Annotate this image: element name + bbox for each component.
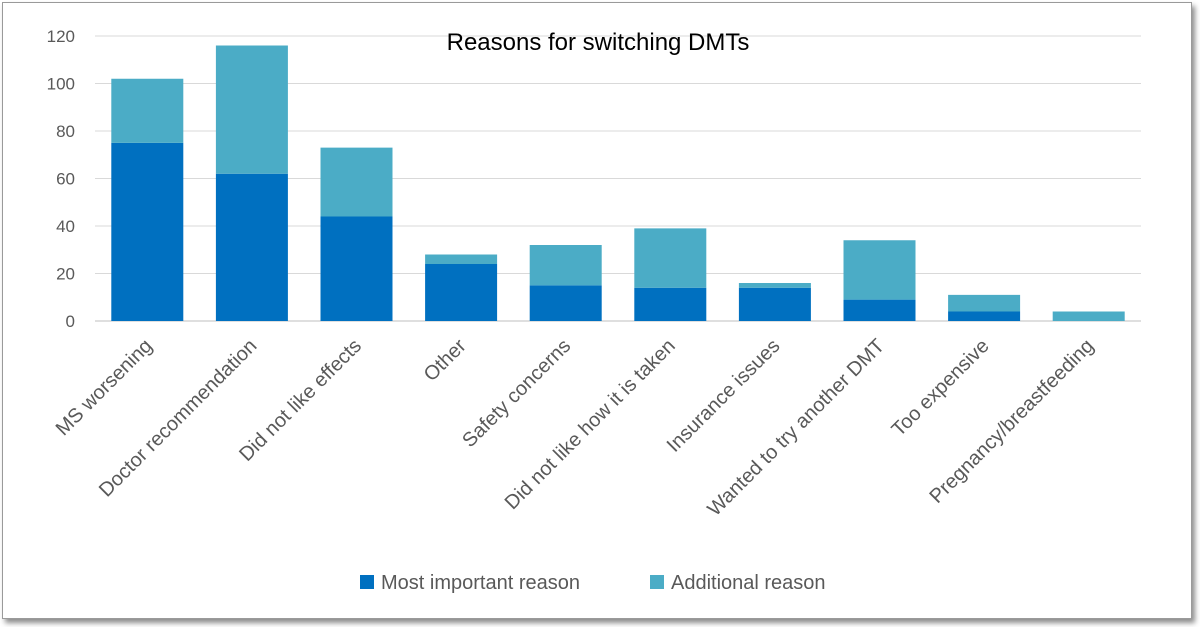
legend-label-most-important: Most important reason bbox=[381, 572, 580, 594]
bars bbox=[111, 45, 1125, 321]
x-tick-label: MS worsening bbox=[52, 335, 157, 440]
legend-swatch-additional bbox=[650, 575, 664, 589]
bar-additional-5 bbox=[634, 228, 707, 288]
bar-most-important-2 bbox=[320, 216, 393, 321]
y-tick-label: 100 bbox=[47, 75, 75, 94]
x-tick-label: Too expensive bbox=[888, 335, 994, 441]
y-tick-label: 80 bbox=[56, 122, 75, 141]
legend-swatch-most-important bbox=[360, 575, 374, 589]
legend: Most important reason Additional reason bbox=[360, 572, 826, 594]
bar-additional-4 bbox=[529, 245, 602, 286]
bar-additional-8 bbox=[948, 294, 1021, 312]
bar-additional-1 bbox=[215, 45, 288, 174]
bar-most-important-6 bbox=[738, 287, 811, 321]
x-tick-label: Insurance issues bbox=[663, 335, 785, 457]
y-tick-label: 0 bbox=[66, 312, 75, 331]
bar-additional-6 bbox=[738, 283, 811, 288]
y-tick-label: 60 bbox=[56, 170, 75, 189]
x-tick-label: Did not like how it is taken bbox=[501, 335, 680, 514]
y-tick-label: 40 bbox=[56, 217, 75, 236]
bar-most-important-8 bbox=[948, 311, 1021, 321]
bar-additional-2 bbox=[320, 147, 393, 217]
y-tick-label: 120 bbox=[47, 27, 75, 46]
chart-frame: 0 20 40 60 80 100 120 MS worsening Doctor recom… bbox=[2, 2, 1192, 619]
x-tick-label: Safety concerns bbox=[458, 335, 575, 452]
bar-most-important-1 bbox=[215, 173, 288, 321]
bar-additional-3 bbox=[425, 254, 498, 264]
bar-most-important-4 bbox=[529, 285, 602, 321]
y-axis-ticks: 0 20 40 60 80 100 120 bbox=[47, 27, 75, 331]
bar-most-important-3 bbox=[425, 264, 498, 321]
x-tick-label: Other bbox=[420, 335, 471, 386]
chart-title: Reasons for switching DMTs bbox=[447, 29, 750, 56]
bar-additional-7 bbox=[843, 240, 916, 300]
bar-additional-0 bbox=[111, 78, 184, 143]
bar-most-important-5 bbox=[634, 287, 707, 321]
y-tick-label: 20 bbox=[56, 265, 75, 284]
legend-label-additional: Additional reason bbox=[671, 572, 826, 594]
x-tick-label: Wanted to try another DMT bbox=[703, 335, 889, 521]
bar-most-important-0 bbox=[111, 142, 184, 321]
bar-additional-9 bbox=[1052, 311, 1125, 321]
bar-most-important-7 bbox=[843, 299, 916, 321]
